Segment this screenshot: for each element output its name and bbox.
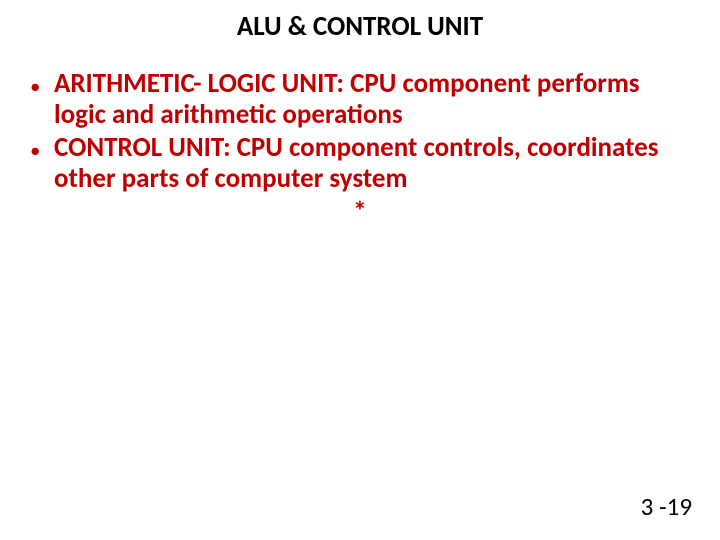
slide-title: ALU & CONTROL UNIT [0,10,720,43]
page-number: 3 -19 [641,491,692,522]
bullet-dot-icon: • [30,132,54,162]
bullet-dot-icon: • [30,68,54,98]
bullet-text: CONTROL UNIT: CPU component controls, co… [54,132,690,194]
bullet-text: ARITHMETIC- LOGIC UNIT: CPU component pe… [54,68,690,130]
bullet-bold: CONTROL UNIT: CPU component controls, co… [54,131,659,195]
bullet-bold: ARITHMETIC- LOGIC UNIT: CPU component pe… [54,67,640,131]
asterisk: * [30,196,690,227]
slide: ALU & CONTROL UNIT • ARITHMETIC- LOGIC U… [0,0,720,540]
slide-body: • ARITHMETIC- LOGIC UNIT: CPU component … [30,68,690,227]
bullet-item: • ARITHMETIC- LOGIC UNIT: CPU component … [30,68,690,130]
bullet-item: • CONTROL UNIT: CPU component controls, … [30,132,690,194]
